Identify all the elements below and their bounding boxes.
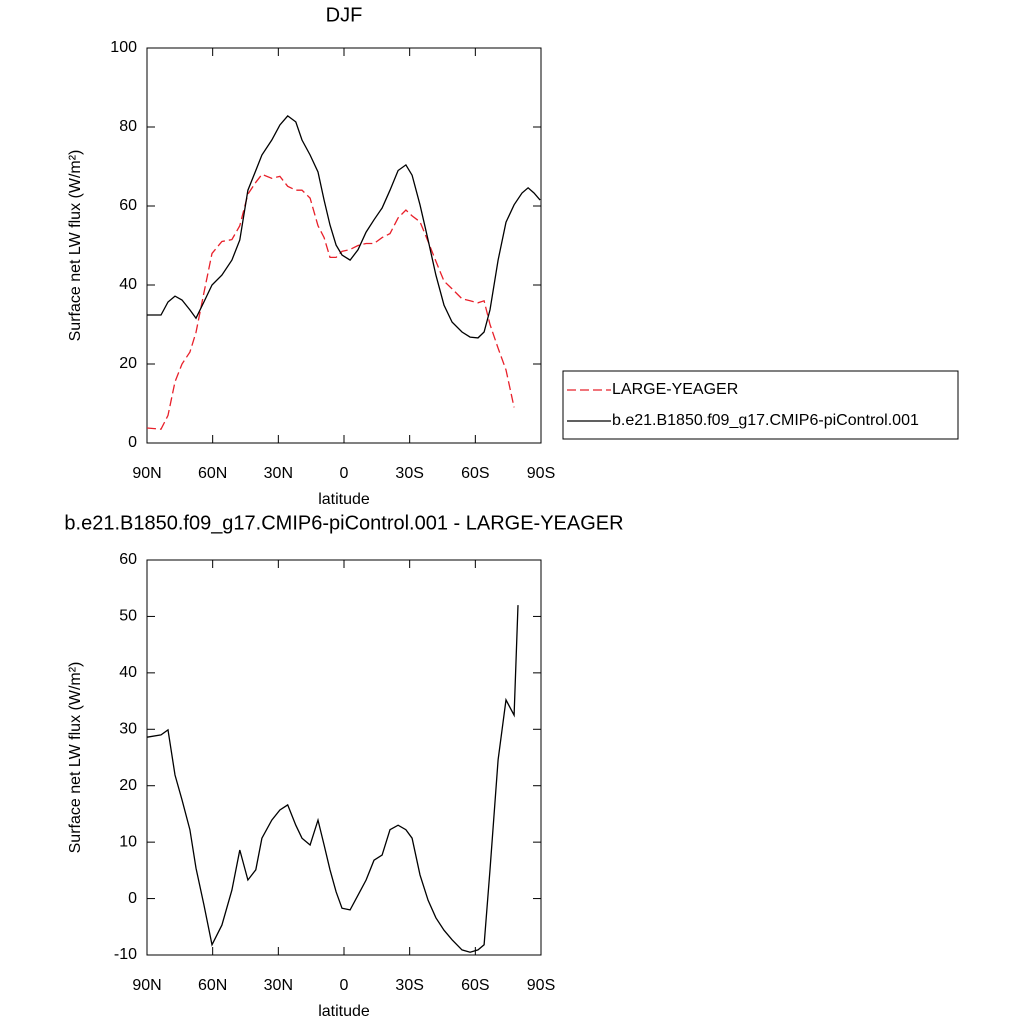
legend-label: LARGE-YEAGER xyxy=(612,381,738,398)
plot-frame xyxy=(146,559,542,956)
y-tick-label: 60 xyxy=(119,197,137,214)
x-tick-label: 60N xyxy=(198,977,227,994)
y-tick-label: 80 xyxy=(119,118,137,135)
data-line xyxy=(146,605,519,953)
x-axis-label: latitude xyxy=(318,491,370,508)
x-tick-label: 60S xyxy=(461,465,489,482)
x-tick-label: 90S xyxy=(527,977,555,994)
x-tick-label: 30N xyxy=(264,465,293,482)
data-line xyxy=(146,173,515,430)
y-tick-label: 30 xyxy=(119,721,137,738)
x-tick-label: 30S xyxy=(395,977,423,994)
y-tick-label: 40 xyxy=(119,664,137,681)
legend-label: b.e21.B1850.f09_g17.CMIP6-piControl.001 xyxy=(612,412,919,429)
x-axis-label: latitude xyxy=(318,1003,370,1020)
y-axis-label: Surface net LW flux (W/m²) xyxy=(67,150,84,342)
y-tick-label: 0 xyxy=(128,434,137,451)
y-tick-label: 20 xyxy=(119,777,137,794)
x-tick-label: 90S xyxy=(527,465,555,482)
x-tick-label: 30S xyxy=(395,465,423,482)
x-tick-label: 60N xyxy=(198,465,227,482)
chart-title: DJF xyxy=(326,4,363,26)
y-tick-label: 60 xyxy=(119,551,137,568)
y-tick-label: 100 xyxy=(110,39,137,56)
plot-frame xyxy=(146,47,542,444)
y-tick-label: 0 xyxy=(128,890,137,907)
x-tick-label: 30N xyxy=(264,977,293,994)
y-tick-label: 10 xyxy=(119,833,137,850)
data-line xyxy=(147,115,541,339)
y-axis-label: Surface net LW flux (W/m²) xyxy=(67,662,84,854)
x-tick-label: 0 xyxy=(340,977,349,994)
legend-box xyxy=(562,370,959,440)
y-tick-label: 40 xyxy=(119,276,137,293)
y-tick-label: 50 xyxy=(119,608,137,625)
x-tick-label: 90N xyxy=(132,465,161,482)
x-tick-label: 90N xyxy=(132,977,161,994)
y-tick-label: -10 xyxy=(114,946,137,963)
chart-title: b.e21.B1850.f09_g17.CMIP6-piControl.001 … xyxy=(64,512,623,534)
y-tick-label: 20 xyxy=(119,355,137,372)
x-tick-label: 0 xyxy=(340,465,349,482)
x-tick-label: 60S xyxy=(461,977,489,994)
